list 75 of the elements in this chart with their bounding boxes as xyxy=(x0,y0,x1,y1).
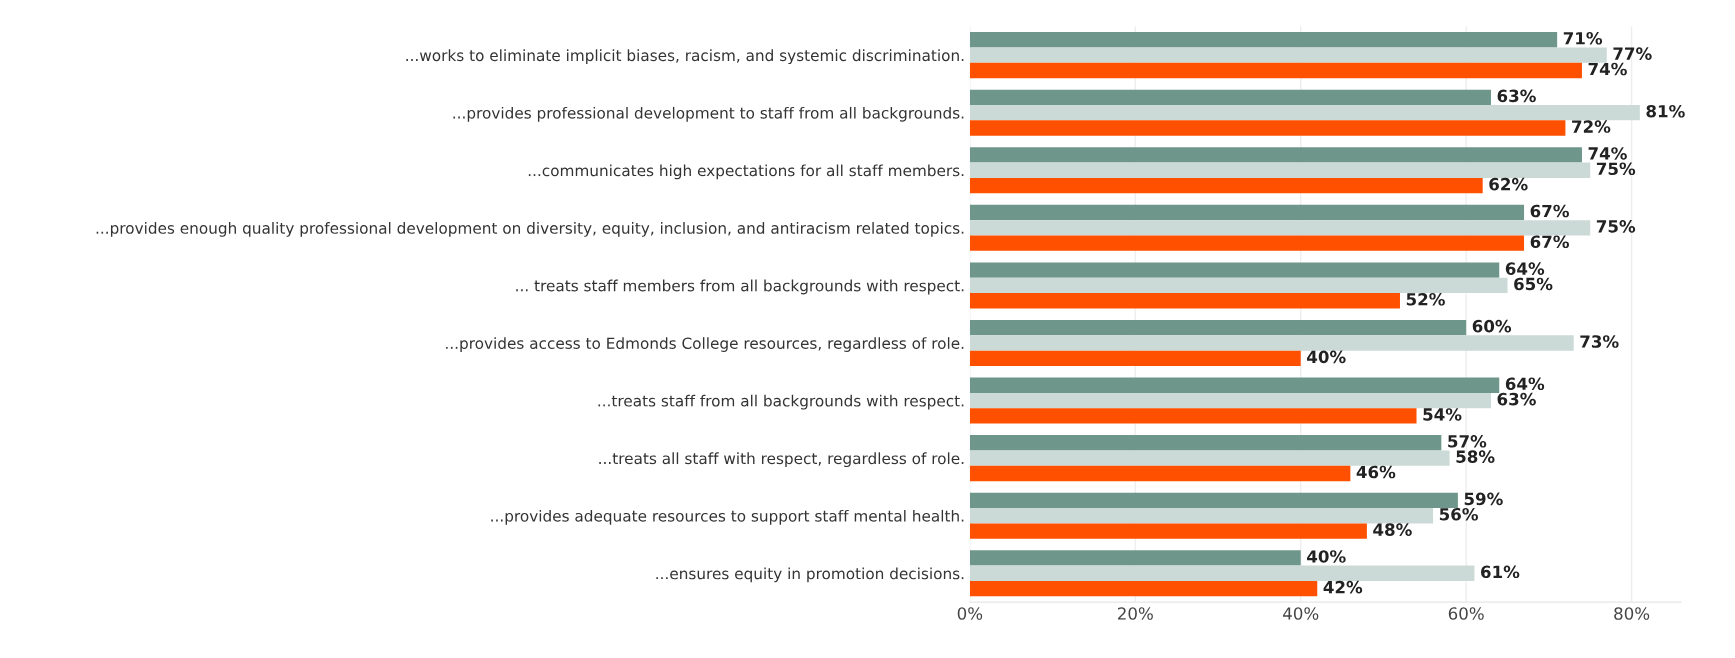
y-tick-label: ...communicates high expectations for all staff members. xyxy=(528,164,964,180)
data-label: 72% xyxy=(1572,120,1611,133)
data-label: 60% xyxy=(1472,319,1512,333)
bar xyxy=(969,262,1500,278)
bar xyxy=(969,162,1591,178)
data-label: 58% xyxy=(1456,450,1495,463)
y-tick-label: ... treats staff members from all backgrounds with respect. xyxy=(516,279,964,295)
bar xyxy=(969,89,1491,106)
data-label: 67% xyxy=(1530,235,1569,249)
data-label: 81% xyxy=(1646,104,1685,118)
bar xyxy=(969,319,1467,336)
data-label: 63% xyxy=(1497,392,1536,406)
data-label: 67% xyxy=(1530,204,1569,218)
data-label: 74% xyxy=(1588,62,1627,76)
bar xyxy=(969,408,1417,424)
bar xyxy=(969,335,1574,351)
bar xyxy=(969,120,1566,136)
bar xyxy=(969,293,1400,309)
data-label: 64% xyxy=(1505,262,1545,275)
bar xyxy=(969,550,1301,566)
data-label: 71% xyxy=(1563,31,1603,45)
bar xyxy=(969,147,1582,163)
data-label: 75% xyxy=(1596,162,1636,176)
bar xyxy=(969,350,1301,367)
data-label: 73% xyxy=(1580,335,1619,348)
bar xyxy=(969,220,1591,236)
bar xyxy=(969,580,1318,597)
y-tick-label: ...provides professional development to staff from all backgrounds. xyxy=(453,106,964,122)
y-tick-label: ...ensures equity in promotion decisions. xyxy=(656,567,964,583)
bar xyxy=(969,435,1442,451)
data-label: 40% xyxy=(1307,350,1346,364)
bar xyxy=(969,32,1558,48)
data-label: 65% xyxy=(1514,277,1553,291)
bar xyxy=(969,62,1582,79)
bar xyxy=(969,47,1607,63)
bar xyxy=(969,465,1351,482)
y-tick-label: ...provides enough quality professional development on diversity, equity, inclusion, and antiracism related topics. xyxy=(96,222,964,237)
x-tick-label: 20% xyxy=(1117,607,1153,620)
data-label: 64% xyxy=(1505,377,1545,391)
data-label: 40% xyxy=(1307,550,1346,563)
x-tick-label: 40% xyxy=(1283,607,1319,620)
y-tick-label: ...works to eliminate implicit biases, racism, and systemic discrimination. xyxy=(406,49,964,65)
data-label: 56% xyxy=(1439,507,1478,521)
y-tick-label: ...treats staff from all backgrounds with respect. xyxy=(598,394,964,410)
data-label: 77% xyxy=(1613,47,1652,60)
data-label: 46% xyxy=(1356,465,1396,479)
data-label: 42% xyxy=(1323,580,1363,594)
data-label: 52% xyxy=(1406,292,1445,306)
data-label: 54% xyxy=(1423,408,1462,421)
y-tick-label: ...treats all staff with respect, regardless of role. xyxy=(599,452,964,468)
bar xyxy=(969,565,1475,581)
data-label: 75% xyxy=(1596,220,1636,233)
data-label: 74% xyxy=(1588,147,1627,160)
bar xyxy=(969,235,1525,251)
x-tick-label: 80% xyxy=(1614,607,1650,620)
bar xyxy=(969,392,1491,409)
data-label: 48% xyxy=(1373,523,1412,536)
data-label: 62% xyxy=(1489,177,1528,191)
data-label: 63% xyxy=(1497,89,1536,103)
bar xyxy=(969,177,1483,194)
y-tick-label: ...provides access to Edmonds College resources, regardless of role. xyxy=(446,337,964,352)
bar xyxy=(969,508,1434,524)
y-tick-label: ...provides adequate resources to support staff mental health. xyxy=(491,509,964,525)
bar xyxy=(969,450,1450,466)
bar xyxy=(969,523,1367,539)
bar xyxy=(969,277,1508,294)
bar xyxy=(969,492,1458,509)
x-tick-label: 0% xyxy=(957,607,983,620)
data-label: 59% xyxy=(1464,492,1503,506)
bar xyxy=(969,105,1640,121)
data-label: 61% xyxy=(1481,565,1520,579)
bar xyxy=(969,204,1525,221)
data-label: 57% xyxy=(1448,435,1487,448)
x-tick-label: 60% xyxy=(1448,607,1484,620)
bar xyxy=(969,377,1500,393)
